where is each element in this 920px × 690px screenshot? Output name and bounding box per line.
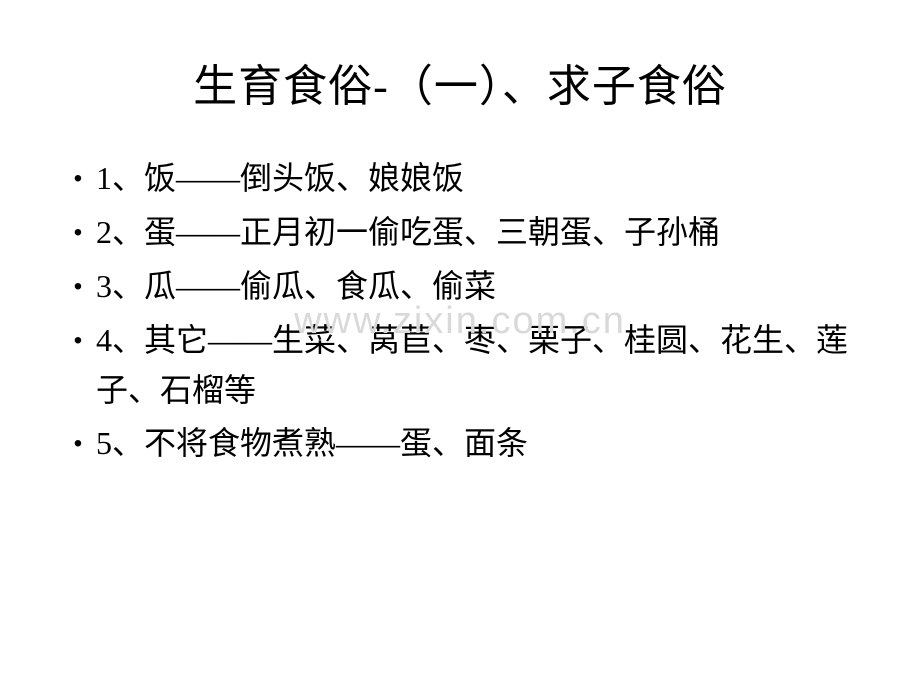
list-item: • 4、其它——生菜、莴苣、枣、栗子、桂圆、花生、莲子、石榴等 xyxy=(60,316,860,415)
bullet-icon: • xyxy=(60,419,96,469)
bullet-icon: • xyxy=(60,316,96,366)
list-item-text: 3、瓜——偷瓜、食瓜、偷菜 xyxy=(96,262,860,312)
slide: 生育食俗-（一）、求子食俗 • 1、饭——倒头饭、娘娘饭 • 2、蛋——正月初一… xyxy=(0,0,920,690)
bullet-icon: • xyxy=(60,262,96,312)
bullet-icon: • xyxy=(60,154,96,204)
list-item-text: 1、饭——倒头饭、娘娘饭 xyxy=(96,154,860,204)
list-item: • 2、蛋——正月初一偷吃蛋、三朝蛋、子孙桶 xyxy=(60,208,860,258)
list-item: • 1、饭——倒头饭、娘娘饭 xyxy=(60,154,860,204)
list-item-text: 2、蛋——正月初一偷吃蛋、三朝蛋、子孙桶 xyxy=(96,208,860,258)
list-item: • 5、不将食物煮熟——蛋、面条 xyxy=(60,419,860,469)
slide-title: 生育食俗-（一）、求子食俗 xyxy=(60,50,860,114)
bullet-icon: • xyxy=(60,208,96,258)
list-item: • 3、瓜——偷瓜、食瓜、偷菜 xyxy=(60,262,860,312)
list-item-text: 5、不将食物煮熟——蛋、面条 xyxy=(96,419,860,469)
bullet-list: • 1、饭——倒头饭、娘娘饭 • 2、蛋——正月初一偷吃蛋、三朝蛋、子孙桶 • … xyxy=(60,154,860,469)
list-item-text: 4、其它——生菜、莴苣、枣、栗子、桂圆、花生、莲子、石榴等 xyxy=(96,316,860,415)
